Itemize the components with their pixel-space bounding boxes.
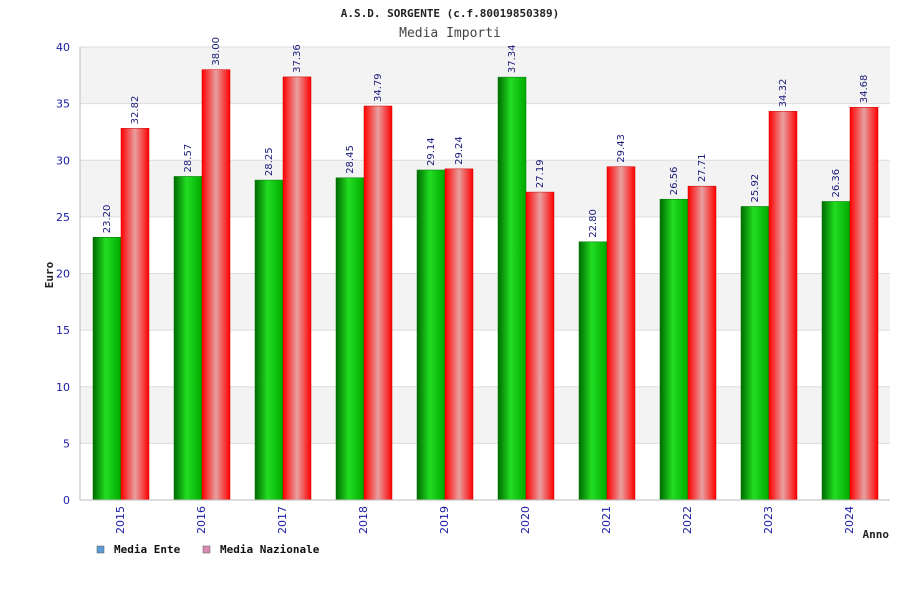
bar-media-ente-2023 bbox=[740, 206, 770, 501]
bar-media-ente-2017 bbox=[254, 179, 284, 501]
data-label-media-ente-2018: 28.45 bbox=[345, 145, 356, 174]
y-tick-label: 35 bbox=[56, 98, 70, 111]
data-label-media-nazionale-2024: 34.68 bbox=[859, 75, 870, 104]
data-label-media-nazionale-2017: 37.36 bbox=[292, 44, 303, 73]
data-label-media-nazionale-2015: 32.82 bbox=[130, 96, 141, 125]
bar-media-ente-2019 bbox=[416, 169, 446, 501]
data-label-media-nazionale-2020: 27.19 bbox=[535, 159, 546, 188]
legend-swatch-media-nazionale bbox=[202, 545, 211, 554]
x-tick-label: 2023 bbox=[762, 506, 775, 534]
grid-band bbox=[80, 103, 890, 161]
y-axis-title: Euro bbox=[43, 261, 56, 288]
data-label-media-ente-2024: 26.36 bbox=[831, 169, 842, 198]
y-tick-label: 5 bbox=[63, 437, 70, 450]
x-tick-label: 2017 bbox=[276, 506, 289, 534]
x-tick-label: 2020 bbox=[519, 506, 532, 534]
y-tick-label: 0 bbox=[63, 494, 70, 507]
bar-media-ente-2015 bbox=[92, 237, 122, 501]
chart-title: A.S.D. SORGENTE (c.f.80019850389) bbox=[341, 7, 560, 20]
data-label-media-ente-2017: 28.25 bbox=[264, 147, 275, 176]
y-tick-label: 40 bbox=[56, 41, 70, 54]
legend-label-media-nazionale: Media Nazionale bbox=[220, 543, 320, 556]
x-axis-title: Anno bbox=[863, 528, 890, 541]
bar-media-ente-2021 bbox=[578, 241, 608, 501]
data-label-media-ente-2015: 23.20 bbox=[102, 205, 113, 234]
bar-media-nazionale-2020 bbox=[525, 191, 555, 501]
bar-media-nazionale-2016 bbox=[201, 69, 231, 501]
y-tick-label: 30 bbox=[56, 154, 70, 167]
bar-media-ente-2018 bbox=[335, 177, 365, 501]
bar-media-nazionale-2023 bbox=[768, 111, 798, 501]
bar-media-nazionale-2015 bbox=[120, 128, 150, 501]
data-label-media-ente-2016: 28.57 bbox=[183, 144, 194, 173]
x-tick-label: 2018 bbox=[357, 506, 370, 534]
data-label-media-nazionale-2019: 29.24 bbox=[454, 136, 465, 165]
data-label-media-nazionale-2016: 38.00 bbox=[211, 37, 222, 66]
bar-media-ente-2022 bbox=[659, 198, 689, 501]
bar-media-ente-2024 bbox=[821, 201, 851, 501]
y-tick-label: 25 bbox=[56, 211, 70, 224]
x-tick-label: 2015 bbox=[114, 506, 127, 534]
x-tick-label: 2024 bbox=[843, 506, 856, 534]
y-tick-label: 10 bbox=[56, 381, 70, 394]
data-label-media-ente-2021: 22.80 bbox=[588, 209, 599, 238]
x-axis-ticks: 2015 2016 2017 2018 2019 2020 2021 2022 2023 2024 bbox=[114, 506, 856, 534]
legend-label-media-ente: Media Ente bbox=[114, 543, 181, 556]
data-label-media-ente-2022: 26.56 bbox=[669, 167, 680, 196]
bars: 23.20 32.82 28.57 38.00 28.25 37.36 28.45 34.79… bbox=[92, 37, 879, 501]
chart-subtitle: Media Importi bbox=[399, 26, 501, 41]
x-tick-label: 2021 bbox=[600, 506, 613, 534]
grid-band bbox=[80, 47, 890, 104]
data-label-media-nazionale-2018: 34.79 bbox=[373, 73, 384, 102]
data-label-media-nazionale-2022: 27.71 bbox=[697, 154, 708, 183]
bar-media-nazionale-2017 bbox=[282, 76, 312, 501]
bar-media-nazionale-2021 bbox=[606, 166, 636, 501]
x-tick-label: 2022 bbox=[681, 506, 694, 534]
data-label-media-ente-2020: 37.34 bbox=[507, 44, 518, 73]
y-axis-ticks: 0 5 10 15 20 25 30 35 40 bbox=[56, 41, 70, 507]
data-label-media-nazionale-2021: 29.43 bbox=[616, 134, 627, 163]
bar-media-nazionale-2022 bbox=[687, 185, 717, 501]
data-label-media-ente-2023: 25.92 bbox=[750, 174, 761, 203]
y-tick-label: 20 bbox=[56, 268, 70, 281]
x-tick-label: 2019 bbox=[438, 506, 451, 534]
data-label-media-nazionale-2023: 34.32 bbox=[778, 79, 789, 108]
legend-swatch-media-ente bbox=[96, 545, 105, 554]
y-tick-label: 15 bbox=[56, 324, 70, 337]
bar-media-nazionale-2019 bbox=[444, 168, 474, 501]
bar-media-ente-2016 bbox=[173, 176, 203, 501]
x-tick-label: 2016 bbox=[195, 506, 208, 534]
data-label-media-ente-2019: 29.14 bbox=[426, 137, 437, 166]
bar-media-nazionale-2018 bbox=[363, 105, 393, 501]
bar-media-nazionale-2024 bbox=[849, 106, 879, 501]
legend: Media Ente Media Nazionale bbox=[96, 543, 320, 556]
bar-media-ente-2020 bbox=[497, 76, 527, 501]
